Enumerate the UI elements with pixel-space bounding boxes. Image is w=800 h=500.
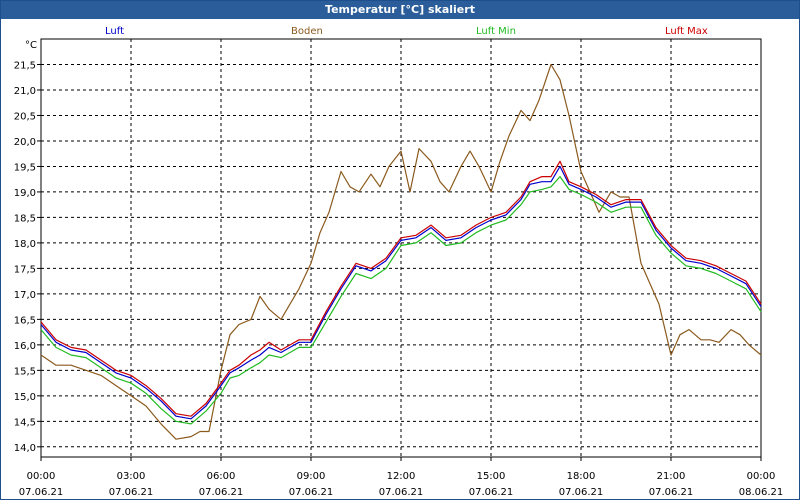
y-tick-label: 14,5 bbox=[14, 417, 36, 428]
x-tick-date-label: 07.06.21 bbox=[19, 487, 64, 498]
y-axis-unit: °C bbox=[25, 40, 37, 51]
x-tick-time-label: 06:00 bbox=[207, 471, 236, 482]
legend-luft-min: Luft Min bbox=[476, 26, 516, 37]
y-tick-label: 17,5 bbox=[14, 264, 36, 275]
x-tick-date-label: 07.06.21 bbox=[649, 487, 694, 498]
legend-luft-max: Luft Max bbox=[665, 26, 708, 37]
x-tick-date-label: 07.06.21 bbox=[469, 487, 514, 498]
x-tick-time-label: 21:00 bbox=[657, 471, 686, 482]
x-tick-date-label: 07.06.21 bbox=[289, 487, 334, 498]
y-tick-label: 20,5 bbox=[14, 111, 36, 122]
x-tick-time-label: 03:00 bbox=[117, 471, 146, 482]
y-tick-label: 14,0 bbox=[14, 443, 36, 454]
y-tick-label: 15,0 bbox=[14, 392, 36, 403]
y-tick-label: 21,5 bbox=[14, 60, 36, 71]
y-tick-label: 16,0 bbox=[14, 341, 36, 352]
legend-luft: Luft bbox=[105, 26, 124, 37]
legend-boden: Boden bbox=[291, 26, 323, 37]
x-tick-time-label: 18:00 bbox=[567, 471, 596, 482]
series-line-luft bbox=[40, 165, 762, 420]
y-tick-label: 19,5 bbox=[14, 162, 36, 173]
y-tick-label: 17,0 bbox=[14, 290, 36, 301]
x-tick-time-label: 15:00 bbox=[477, 471, 506, 482]
x-tick-time-label: 00:00 bbox=[747, 471, 776, 482]
x-tick-date-label: 07.06.21 bbox=[559, 487, 604, 498]
x-tick-date-label: 08.06.21 bbox=[739, 487, 784, 498]
x-tick-date-label: 07.06.21 bbox=[109, 487, 154, 498]
series-line-luft-min bbox=[40, 176, 762, 425]
y-tick-label: 15,5 bbox=[14, 366, 36, 377]
y-tick-label: 16,5 bbox=[14, 315, 36, 326]
x-tick-time-label: 12:00 bbox=[387, 471, 416, 482]
series-line-luft-max bbox=[40, 160, 762, 417]
x-tick-date-label: 07.06.21 bbox=[379, 487, 424, 498]
series-line-boden bbox=[40, 63, 762, 440]
y-tick-label: 18,0 bbox=[14, 239, 36, 250]
y-tick-label: 18,5 bbox=[14, 213, 36, 224]
x-tick-time-label: 09:00 bbox=[297, 471, 326, 482]
y-tick-label: 20,0 bbox=[14, 137, 36, 148]
y-tick-label: 19,0 bbox=[14, 188, 36, 199]
y-tick-label: 21,0 bbox=[14, 86, 36, 97]
x-tick-time-label: 00:00 bbox=[27, 471, 56, 482]
window-title: Temperatur [°C] skaliert bbox=[1, 1, 799, 19]
x-tick-date-label: 07.06.21 bbox=[199, 487, 244, 498]
